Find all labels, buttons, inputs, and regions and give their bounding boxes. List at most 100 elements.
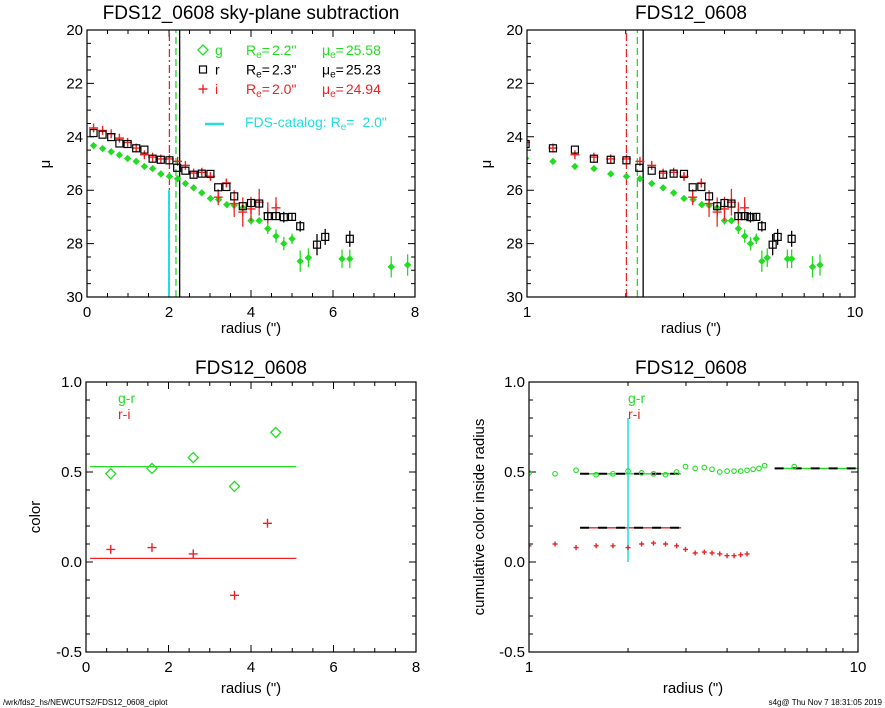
series-i [527,141,750,227]
data-point-g [549,157,557,166]
plot-area [527,30,824,297]
legend-mu-eq: = [336,42,344,58]
legend-re-sub: e [256,89,262,100]
data-point-r [321,232,330,242]
data-point-i [704,199,714,209]
data-point-i [238,207,248,217]
series-i [89,123,281,227]
data-point-r-i [639,541,645,547]
data-point-i [246,204,256,214]
data-point-g [140,162,149,171]
data-point-g-r [791,463,798,470]
legend-band-i: i [215,81,218,97]
data-point-r-i [230,590,239,600]
legend-re-sub: e [256,70,262,81]
data-point-g [280,239,288,248]
data-point-g-r [750,466,756,473]
data-point-r [132,144,141,153]
data-point-r [271,211,281,221]
panel3-ylabel: color [27,501,44,534]
data-point-r-i [593,543,599,549]
plot-area [529,418,858,562]
data-point-g [669,189,678,197]
data-point-g-r [709,466,715,473]
data-point-g-r [228,480,241,493]
legend-re-eq: = [262,81,270,97]
y-tick-label: 26 [66,182,83,199]
data-point-g [89,141,98,150]
data-point-r [148,154,157,163]
y-tick-label: 20 [506,22,523,39]
data-point-r [773,232,782,242]
legend-re-symbol: R [246,42,256,58]
footer-timestamp: s4g@ Thu Nov 7 18:31:05 2019 [769,698,883,707]
legend-mu-value: 25.23 [346,62,381,78]
data-point-g [698,200,706,209]
y-tick-label: 1.0 [504,374,525,391]
legend-mue-i: μe= 24.94 [322,81,381,100]
series-g-r [529,462,798,478]
data-point-i [740,203,750,213]
data-point-g-r [650,470,657,477]
series-g-r [104,426,282,493]
data-point-r [287,212,297,221]
y-tick-label: 30 [66,289,83,306]
legend-re-symbol: R [246,62,256,78]
data-point-g-r [724,468,730,474]
legend-mu-eq: = [336,81,344,97]
data-point-r-i [529,543,532,549]
x-tick-label: 0 [83,304,91,321]
data-point-g-r [701,464,708,471]
data-point-r-i [717,551,723,557]
data-point-r [734,211,743,221]
data-point-g [590,164,598,173]
data-point-g [387,263,395,271]
data-point-g-r [187,451,200,464]
x-tick-label: 6 [329,659,337,676]
legend-re-sub: e [256,50,262,61]
panel3-title: FDS12_0608 [195,358,307,379]
legend-re-value: 2.0" [272,81,296,97]
data-point-g [816,261,824,269]
y-tick-label: -0.5 [499,644,525,661]
panel4-title: FDS12_0608 [635,358,747,379]
data-point-r [527,139,530,149]
y-tick-label: 24 [66,129,83,146]
data-point-i [719,204,729,214]
data-point-g [115,151,124,159]
data-point-r [214,183,223,192]
data-point-g [165,172,174,181]
data-point-r-i [263,518,272,528]
data-point-r [107,132,116,142]
legend-re-eq: = [262,62,270,78]
legend-mu-symbol: μ [322,81,330,97]
data-point-g [346,255,354,263]
data-point-g [132,157,140,166]
data-point-g [758,257,766,265]
data-point-g [255,216,263,225]
legend-mu-eq: = [336,62,344,78]
data-point-r [688,183,697,192]
data-point-g [607,170,615,178]
legend-mu-value: 25.58 [346,42,381,58]
data-point-r [123,139,132,149]
legend-mu-value: 24.94 [346,81,381,97]
data-point-r [98,130,107,139]
data-point-i [712,207,722,217]
y-tick-label: 28 [66,236,83,253]
legend-re-value: 2.2" [272,42,296,58]
data-point-r [659,170,668,179]
data-point-g [173,175,182,183]
panel-3: -0.5 0.0 0.5 1.0 0 2 4 6 8 g-rr-i [56,374,420,676]
y-tick-label: 22 [66,75,83,92]
data-point-g [223,200,231,209]
legend-re-r: Re= 2.3" [246,62,296,81]
data-point-g [304,254,313,262]
x-tick-label: 0 [82,659,90,676]
data-point-g [527,156,530,161]
y-tick-label: 28 [506,236,523,253]
data-point-r [206,169,215,179]
data-point-i [570,150,580,160]
data-point-g-r [104,467,117,480]
